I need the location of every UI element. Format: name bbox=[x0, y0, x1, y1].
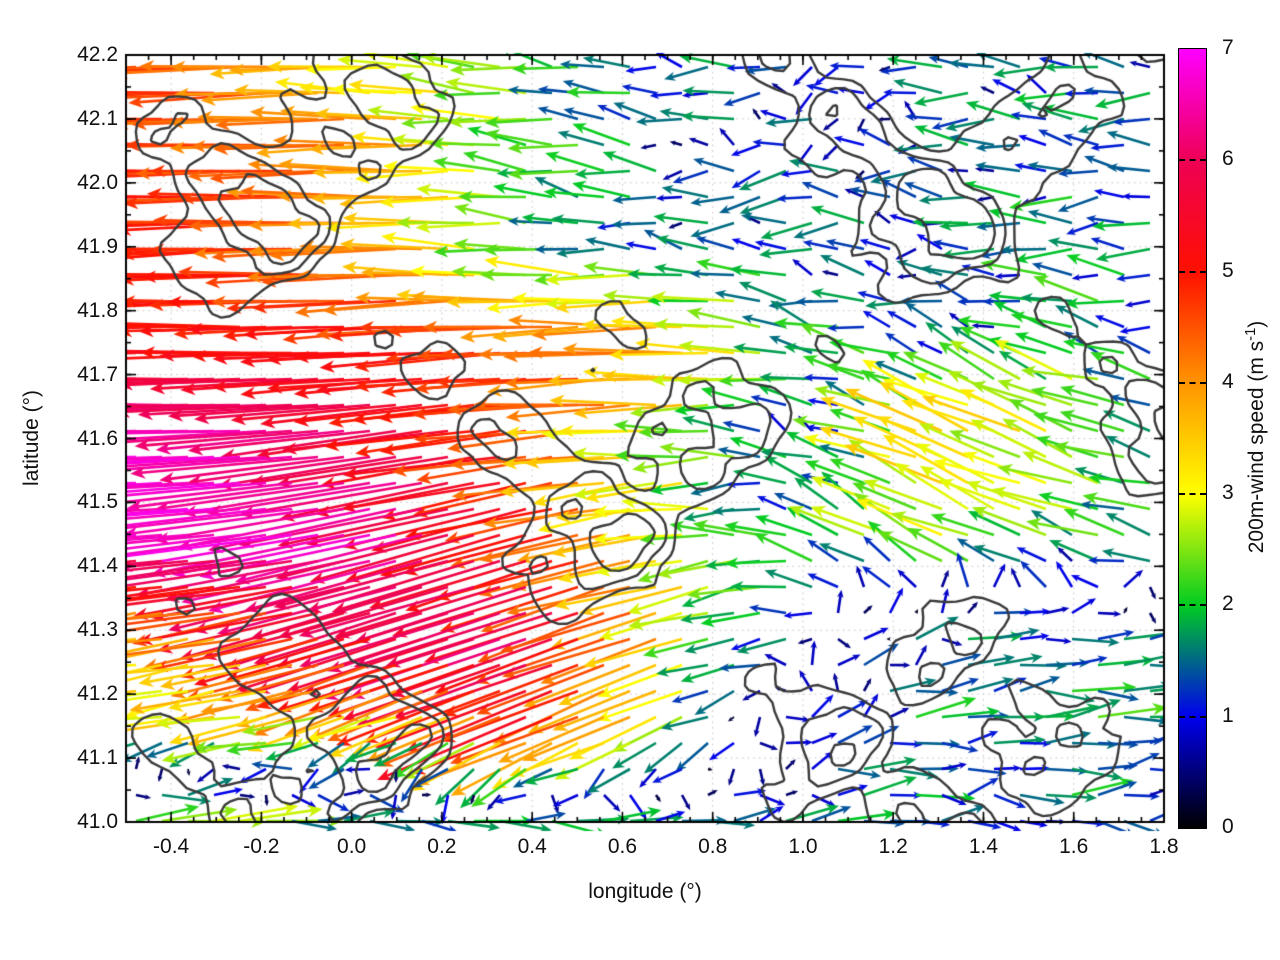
colorbar-tick-label: 3 bbox=[1222, 481, 1234, 505]
colorbar-level-dash bbox=[1179, 270, 1206, 273]
y-tick-label: 42.2 bbox=[77, 43, 118, 66]
colorbar-level-dash bbox=[1179, 159, 1206, 162]
colorbar-tick-label: 4 bbox=[1222, 369, 1234, 393]
y-tick-label: 41.5 bbox=[77, 490, 118, 514]
x-tick-label: 0.2 bbox=[427, 835, 457, 858]
y-tick-label: 42.0 bbox=[77, 170, 118, 194]
colorbar-tick-label: 0 bbox=[1222, 815, 1234, 838]
x-tick-label: -0.4 bbox=[153, 835, 190, 858]
colorbar-tick-label: 7 bbox=[1222, 36, 1234, 59]
x-tick-label: 1.6 bbox=[1059, 835, 1089, 858]
colorbar-label: 200m-wind speed (m s-1) bbox=[1243, 321, 1269, 553]
x-tick-label: 0.4 bbox=[517, 835, 547, 858]
y-tick-label: 41.1 bbox=[77, 746, 118, 770]
y-tick-label: 42.1 bbox=[77, 106, 118, 130]
y-tick-label: 41.6 bbox=[77, 426, 118, 450]
y-axis-label: latitude (°) bbox=[20, 390, 43, 486]
y-tick-label: 41.8 bbox=[77, 298, 118, 322]
colorbar-level-dash bbox=[1179, 604, 1206, 607]
colorbar-label-close: ) bbox=[1245, 320, 1268, 328]
y-tick-label: 41.9 bbox=[77, 234, 118, 258]
y-tick-label: 41.3 bbox=[77, 618, 118, 642]
colorbar-tick-label: 2 bbox=[1222, 592, 1234, 616]
y-tick-label: 41.2 bbox=[77, 682, 118, 706]
colorbar-tick-label: 5 bbox=[1222, 258, 1234, 282]
x-tick-label: 1.4 bbox=[968, 835, 999, 858]
colorbar-tick-label: 1 bbox=[1222, 703, 1234, 727]
colorbar-gradient bbox=[1178, 48, 1207, 829]
x-tick-label: 1.8 bbox=[1149, 835, 1179, 858]
x-tick-label: 1.2 bbox=[878, 835, 908, 858]
x-tick-label: 0.8 bbox=[698, 835, 728, 858]
colorbar-level-dash bbox=[1179, 381, 1206, 384]
colorbar-tick-label: 6 bbox=[1222, 147, 1234, 171]
x-tick-label: 1.0 bbox=[788, 835, 818, 858]
x-tick-label: 0.0 bbox=[337, 835, 367, 858]
y-tick-label: 41.0 bbox=[77, 810, 118, 833]
colorbar-level-dash bbox=[1179, 715, 1206, 718]
colorbar-label-exponent: -1 bbox=[1243, 327, 1259, 341]
y-tick-label: 41.4 bbox=[77, 554, 118, 578]
colorbar-level-dash bbox=[1179, 493, 1206, 496]
x-tick-label: -0.2 bbox=[243, 835, 280, 858]
x-tick-label: 0.6 bbox=[607, 835, 638, 858]
x-axis-label: longitude (°) bbox=[588, 880, 702, 903]
y-tick-label: 41.7 bbox=[77, 362, 118, 386]
